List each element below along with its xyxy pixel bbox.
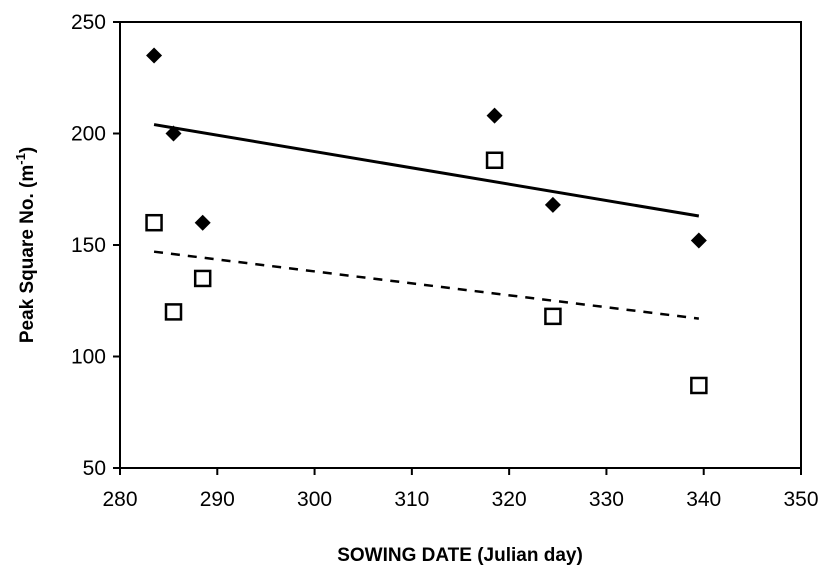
- y-tick-label: 200: [71, 123, 106, 146]
- x-tick-label: 320: [492, 488, 527, 511]
- y-axis-title-close: ): [17, 147, 38, 153]
- axis-ticks: [113, 21, 802, 475]
- y-axis-title: Peak Square No. (m-1): [13, 147, 38, 343]
- filled-diamond-point: [544, 196, 561, 213]
- x-tick-label: 290: [200, 488, 235, 511]
- filled-diamond-point: [194, 214, 211, 231]
- x-tick-labels: 280 290 300 310 320 330 340 350: [102, 488, 818, 511]
- filled-diamond-point: [146, 47, 163, 64]
- data-points: [145, 47, 708, 395]
- solid-trendline: [153, 123, 700, 218]
- x-tick-label: 310: [394, 488, 429, 511]
- open-square-point: [485, 151, 504, 170]
- y-axis-title-superscript: -1: [13, 153, 28, 165]
- trendlines: [153, 123, 700, 320]
- open-square-point: [193, 269, 212, 288]
- y-tick-label: 50: [83, 457, 106, 480]
- y-axis-title-main: Peak Square No. (m: [17, 165, 38, 343]
- dashed-trendline: [153, 250, 700, 320]
- filled-diamond-point: [165, 125, 182, 142]
- open-square-point: [164, 303, 183, 321]
- open-square-point: [690, 376, 708, 395]
- open-square-point: [544, 307, 562, 326]
- x-tick-label: 300: [297, 488, 332, 511]
- x-tick-label: 280: [102, 488, 137, 511]
- y-tick-label: 150: [71, 234, 106, 257]
- y-tick-label: 250: [71, 11, 106, 34]
- x-tick-label: 340: [686, 488, 721, 511]
- filled-diamond-point: [690, 232, 707, 249]
- y-tick-label: 100: [71, 346, 106, 369]
- x-tick-label: 330: [589, 488, 624, 511]
- filled-diamond-point: [486, 107, 503, 124]
- y-tick-labels: 50 100 150 200 250: [71, 11, 106, 480]
- open-square-point: [145, 213, 163, 232]
- x-axis-title: SOWING DATE (Julian day): [337, 545, 583, 566]
- x-tick-label: 350: [783, 488, 818, 511]
